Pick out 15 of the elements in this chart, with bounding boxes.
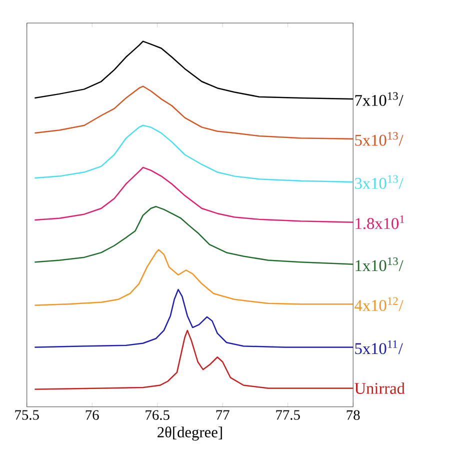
x-axis-title: 2θ[degree]	[158, 426, 222, 441]
x-tick-label: 78	[346, 410, 360, 420]
x-tick-label: 77.5	[276, 410, 300, 420]
series-label: 4x10$^{12}$/	[354, 297, 404, 312]
series-label: 5x10$^{11}$/	[355, 340, 403, 354]
x-tick-label: 76	[86, 410, 99, 420]
series-label: 1.8x10$^{1}$	[356, 215, 404, 230]
x-tick-label: 75.5	[15, 410, 39, 420]
series-label: Unirrad	[354, 382, 405, 394]
series-label: 5x10$^{13}$/	[355, 132, 404, 146]
x-tick-label: 76.5	[146, 410, 170, 420]
series-label: 7x10$^{13}$/	[355, 92, 404, 106]
x-tick-label: 77	[216, 410, 230, 420]
series-label: 1x10$^{13}$/	[356, 257, 404, 272]
series-label: 3x10$^{13}$/	[355, 175, 404, 189]
